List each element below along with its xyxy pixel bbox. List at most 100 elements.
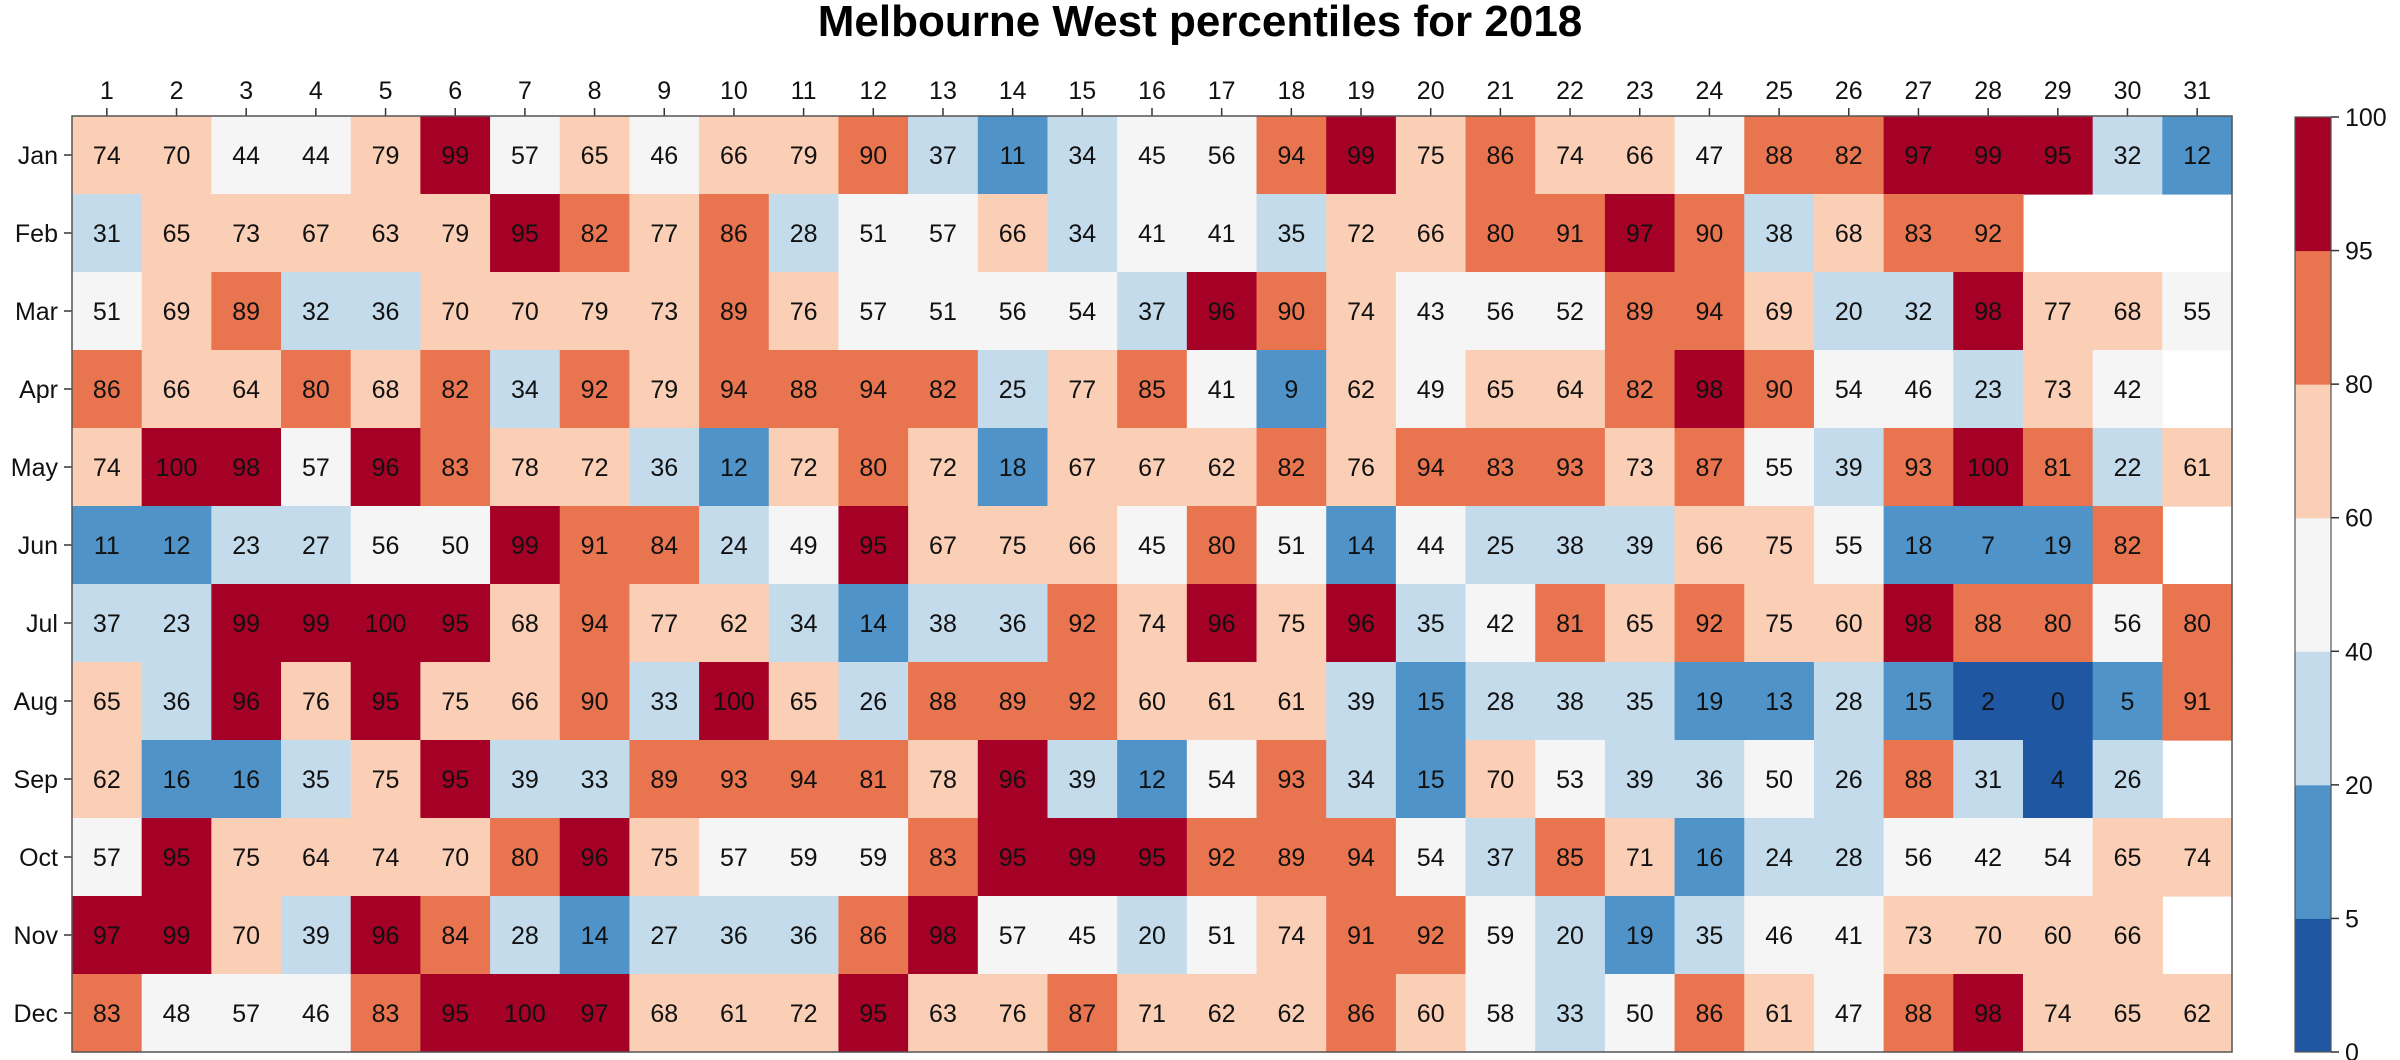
cell-value-label: 94 (1417, 454, 1445, 482)
heatmap-cell (1186, 350, 1258, 429)
heatmap-cell (1674, 506, 1745, 585)
heatmap-cell (1256, 662, 1327, 741)
heatmap-cell (2022, 818, 2094, 897)
heatmap-cell (1813, 194, 1885, 273)
cell-value-label: 83 (1905, 220, 1933, 248)
cell-value-label: 83 (372, 1000, 400, 1028)
heatmap-cell (2162, 818, 2233, 897)
heatmap-cell (1186, 974, 1258, 1053)
cell-value-label: 26 (2114, 766, 2142, 794)
x-tick-label: 11 (791, 77, 817, 105)
heatmap-cell (2092, 974, 2163, 1053)
cell-value-label: 51 (859, 220, 887, 248)
cell-value-label: 95 (441, 1000, 469, 1028)
heatmap-cell (559, 506, 631, 585)
cell-value-label: 88 (1974, 610, 2002, 638)
heatmap-cell (1047, 116, 1118, 195)
cell-value-label: 95 (163, 844, 191, 872)
heatmap-cell (838, 116, 909, 195)
cell-value-label: 47 (1696, 142, 1724, 170)
cell-value-label: 33 (581, 766, 609, 794)
y-tick-label: Jun (18, 532, 58, 560)
cell-value-label: 57 (302, 454, 330, 482)
cell-value-label: 41 (1208, 376, 1236, 404)
cell-value-label: 56 (999, 298, 1027, 326)
heatmap-cell (1186, 272, 1258, 351)
cell-value-label: 45 (1068, 922, 1096, 950)
cell-value-label: 77 (2044, 298, 2072, 326)
cell-value-label: 19 (1696, 688, 1724, 716)
cell-value-label: 96 (1208, 610, 1236, 638)
cell-value-label: 64 (232, 376, 260, 404)
cell-value-label: 80 (511, 844, 539, 872)
cell-value-label: 12 (2183, 142, 2211, 170)
x-tick-label: 10 (720, 77, 748, 105)
y-tick-label: Mar (15, 298, 58, 326)
heatmap-cell (2092, 506, 2163, 585)
cell-value-label: 36 (372, 298, 400, 326)
cell-value-label: 16 (1696, 844, 1724, 872)
cell-value-label: 81 (2044, 454, 2072, 482)
heatmap-cell (838, 818, 909, 897)
heatmap-cell (699, 506, 770, 585)
x-tick-label: 19 (1347, 77, 1375, 105)
cell-value-label: 62 (1277, 1000, 1305, 1028)
heatmap-cell (490, 740, 561, 819)
heatmap-cell (141, 428, 212, 507)
cell-value-label: 76 (790, 298, 818, 326)
heatmap-cell (281, 428, 352, 507)
cell-value-label: 36 (650, 454, 678, 482)
heatmap-cell (72, 974, 143, 1053)
heatmap-cell (141, 818, 212, 897)
cell-value-label: 65 (2114, 1000, 2142, 1028)
heatmap-cell (1813, 662, 1885, 741)
cell-value-label: 39 (1626, 532, 1654, 560)
cell-value-label: 11 (94, 532, 120, 560)
heatmap-cell (1883, 662, 1954, 741)
heatmap-cell (72, 194, 143, 273)
cell-value-label: 35 (1626, 688, 1654, 716)
heatmap-cell (1465, 974, 1536, 1053)
cell-value-label: 65 (163, 220, 191, 248)
x-tick-label: 5 (379, 77, 393, 105)
heatmap-cell (629, 350, 700, 429)
heatmap-cell (629, 506, 700, 585)
cell-value-label: 73 (1905, 922, 1933, 950)
heatmap-cell (977, 584, 1049, 663)
cell-value-label: 39 (1347, 688, 1375, 716)
cell-value-label: 18 (1905, 532, 1933, 560)
colorbar-segment (2295, 517, 2331, 652)
x-tick-label: 22 (1556, 77, 1584, 105)
heatmap-cell (838, 194, 909, 273)
colorbar-segment (2295, 384, 2331, 519)
heatmap-cell (72, 272, 143, 351)
cell-value-label: 70 (1486, 766, 1514, 794)
heatmap-cell (281, 272, 352, 351)
heatmap-cell (1256, 272, 1327, 351)
cell-value-label: 24 (1765, 844, 1793, 872)
heatmap-cell (559, 896, 631, 975)
heatmap-cell (977, 896, 1049, 975)
cell-value-label: 64 (302, 844, 330, 872)
heatmap-cell (1326, 506, 1397, 585)
heatmap-cell (141, 740, 212, 819)
cell-value-label: 46 (1905, 376, 1933, 404)
heatmap-cell (1465, 194, 1536, 273)
cell-value-label: 74 (93, 454, 121, 482)
cell-value-label: 95 (859, 1000, 887, 1028)
cell-value-label: 90 (1765, 376, 1793, 404)
heatmap-cell (1465, 350, 1536, 429)
heatmap-cell (908, 662, 979, 741)
heatmap-cell (1326, 428, 1397, 507)
heatmap-cell (1395, 272, 1467, 351)
cell-value-label: 73 (650, 298, 678, 326)
cell-value-label: 37 (1138, 298, 1166, 326)
heatmap-cell (141, 896, 212, 975)
cell-value-label: 65 (93, 688, 121, 716)
cell-value-label: 80 (1486, 220, 1514, 248)
heatmap-cell (908, 350, 979, 429)
cell-value-label: 65 (1486, 376, 1514, 404)
heatmap-cell (281, 116, 352, 195)
heatmap-cell (420, 506, 491, 585)
y-tick-label: Feb (15, 220, 58, 248)
